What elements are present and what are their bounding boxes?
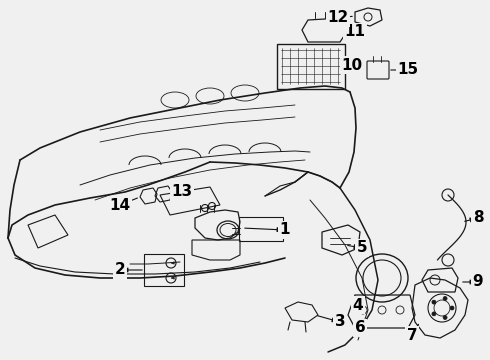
Text: 6: 6 — [355, 320, 366, 336]
Circle shape — [443, 297, 447, 301]
Text: 5: 5 — [357, 240, 368, 256]
Text: 4: 4 — [353, 297, 363, 312]
Text: 14: 14 — [109, 198, 130, 212]
Circle shape — [432, 312, 436, 316]
Text: 12: 12 — [327, 10, 348, 26]
Text: 10: 10 — [342, 58, 363, 72]
Circle shape — [432, 300, 436, 304]
Text: 7: 7 — [407, 328, 417, 342]
Circle shape — [443, 315, 447, 320]
Text: 1: 1 — [280, 222, 290, 238]
Circle shape — [450, 306, 454, 310]
Text: 3: 3 — [335, 315, 345, 329]
Text: 2: 2 — [115, 262, 125, 278]
Text: 9: 9 — [473, 274, 483, 289]
Text: 11: 11 — [344, 24, 366, 40]
Text: 13: 13 — [172, 184, 193, 199]
Text: 15: 15 — [397, 63, 418, 77]
Text: 8: 8 — [473, 211, 483, 225]
